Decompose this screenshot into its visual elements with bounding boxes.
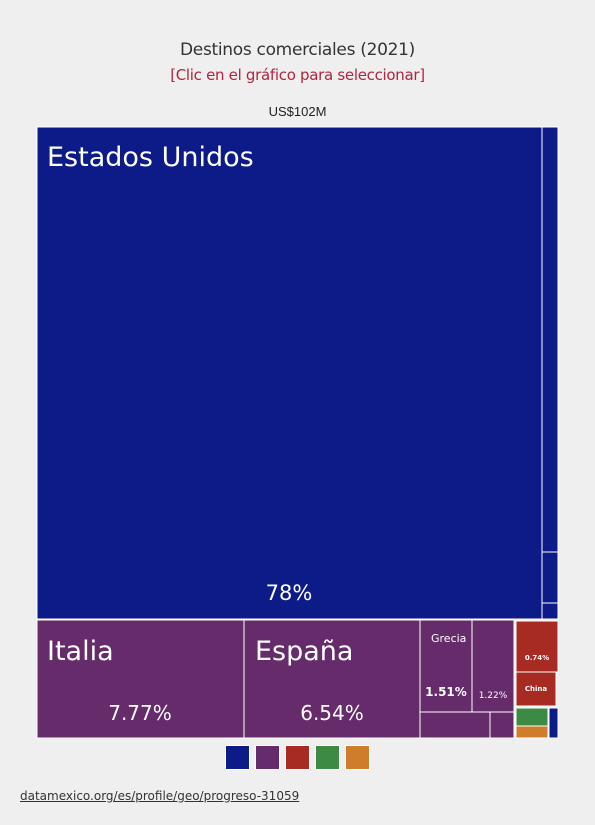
tile-oceania[interactable] bbox=[515, 725, 549, 739]
tile-africa[interactable] bbox=[515, 707, 549, 727]
chart-total: US$102M bbox=[268, 104, 327, 119]
tile-italia[interactable] bbox=[36, 619, 245, 739]
tile-value-grecia: 1.51% bbox=[425, 685, 467, 699]
chart-title: Destinos comerciales (2021) bbox=[180, 40, 415, 60]
legend-item-asia[interactable] bbox=[285, 745, 310, 770]
tile-value-europe-122: 1.22% bbox=[479, 691, 508, 701]
tile-value-estados-unidos: 78% bbox=[266, 581, 313, 605]
tile-label-china: China bbox=[525, 685, 548, 693]
legend-item-africa[interactable] bbox=[315, 745, 340, 770]
tile-grecia[interactable] bbox=[419, 619, 473, 713]
tile-label-italia: Italia bbox=[47, 636, 114, 667]
tile-value-espana: 6.54% bbox=[300, 701, 364, 725]
tile-label-espana: España bbox=[255, 636, 353, 667]
legend bbox=[0, 745, 595, 771]
legend-item-europe[interactable] bbox=[255, 745, 280, 770]
tile-china[interactable] bbox=[515, 671, 557, 707]
tile-america-small-2[interactable] bbox=[541, 551, 559, 604]
tile-asia-074[interactable] bbox=[515, 620, 559, 673]
tile-america-small-4[interactable] bbox=[548, 707, 559, 739]
tile-america-small-1[interactable] bbox=[541, 126, 559, 553]
tile-label-estados-unidos: Estados Unidos bbox=[47, 142, 254, 173]
legend-item-america[interactable] bbox=[225, 745, 250, 770]
source-link[interactable]: datamexico.org/es/profile/geo/progreso-3… bbox=[20, 789, 300, 803]
tile-europe-small-1[interactable] bbox=[419, 711, 491, 739]
legend-item-oceania[interactable] bbox=[345, 745, 370, 770]
tile-america-small-3[interactable] bbox=[541, 602, 559, 620]
chart-subtitle: [Clic en el gráfico para seleccionar] bbox=[170, 66, 425, 84]
tile-europe-small-2[interactable] bbox=[489, 711, 515, 739]
tile-label-grecia: Grecia bbox=[431, 632, 466, 645]
tile-value-asia-074: 0.74% bbox=[525, 654, 549, 662]
tile-value-italia: 7.77% bbox=[108, 701, 172, 725]
treemap-chart[interactable]: Estados Unidos 78% Italia 7.77% España 6.54% G… bbox=[0, 0, 595, 745]
tile-europe-122[interactable] bbox=[471, 619, 515, 713]
tile-estados-unidos[interactable] bbox=[36, 126, 543, 620]
tile-espana[interactable] bbox=[243, 619, 421, 739]
